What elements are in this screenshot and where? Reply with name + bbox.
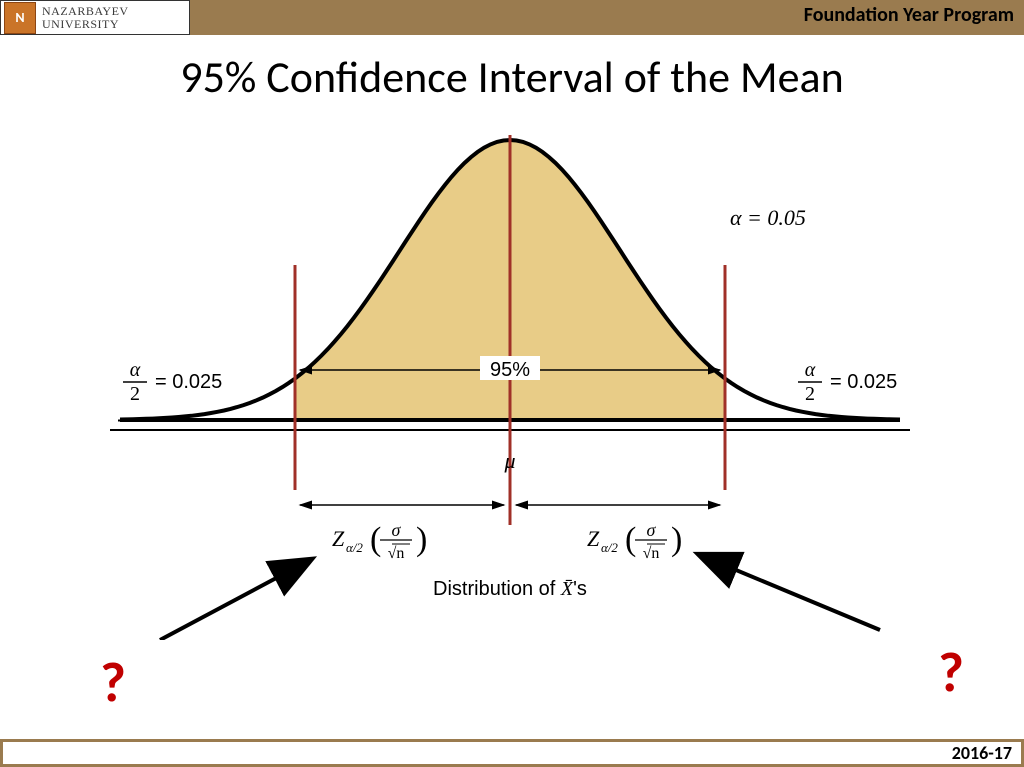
svg-text:α = 0.05: α = 0.05	[730, 205, 806, 230]
svg-text:α/2: α/2	[346, 540, 363, 555]
svg-text:95%: 95%	[490, 359, 530, 381]
page-title: 95% Confidence Interval of the Mean	[0, 50, 1024, 104]
svg-text:α/2: α/2	[601, 540, 618, 555]
svg-text:2: 2	[130, 383, 140, 405]
svg-text:= 0.025: = 0.025	[830, 371, 897, 393]
logo-emblem-icon: N	[4, 2, 36, 34]
svg-text:= 0.025: = 0.025	[155, 371, 222, 393]
logo-line1: NAZARBAYEV	[42, 5, 129, 18]
footer-band-inner	[2, 741, 1022, 765]
question-mark-left: ?	[100, 649, 126, 717]
university-logo: N NAZARBAYEV UNIVERSITY	[0, 0, 190, 35]
svg-text:σ: σ	[647, 520, 657, 540]
logo-line2: UNIVERSITY	[42, 18, 129, 31]
svg-text:√n: √n	[643, 545, 660, 562]
svg-text:): )	[671, 521, 682, 558]
logo-text: NAZARBAYEV UNIVERSITY	[42, 5, 129, 31]
svg-text:Distribution of X̄'s: Distribution of X̄'s	[433, 578, 587, 600]
svg-text:σ: σ	[392, 520, 402, 540]
svg-text:μ: μ	[503, 448, 515, 473]
confidence-interval-diagram: 95%μα = 0.05α2= 0.025α2= 0.025Zα/2()σ√nZ…	[90, 120, 930, 670]
svg-text:2: 2	[805, 383, 815, 405]
svg-text:α: α	[130, 359, 141, 381]
footer-year: 2016-17	[952, 742, 1012, 764]
svg-text:Z: Z	[332, 526, 345, 551]
svg-text:√n: √n	[388, 545, 405, 562]
program-name: Foundation Year Program	[804, 3, 1014, 27]
svg-text:(: (	[370, 521, 381, 558]
question-mark-right: ?	[938, 639, 964, 707]
footer-band	[0, 739, 1024, 767]
svg-text:Z: Z	[587, 526, 600, 551]
svg-text:α: α	[805, 359, 816, 381]
svg-text:(: (	[625, 521, 636, 558]
svg-text:): )	[416, 521, 427, 558]
